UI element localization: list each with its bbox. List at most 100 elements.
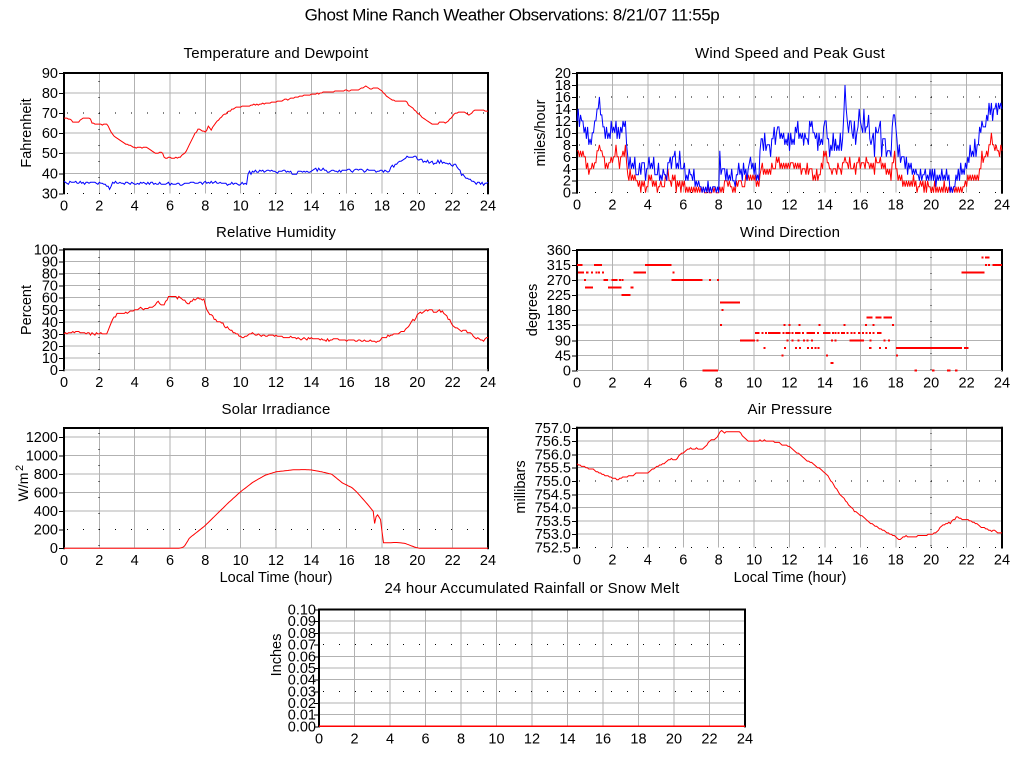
svg-text:45: 45 [555, 348, 571, 364]
svg-text:315: 315 [547, 258, 571, 274]
svg-text:0.09: 0.09 [288, 614, 316, 630]
svg-text:756.5: 756.5 [535, 434, 571, 450]
svg-text:14: 14 [303, 553, 319, 569]
svg-text:Relative Humidity: Relative Humidity [216, 224, 336, 241]
svg-text:2: 2 [608, 553, 616, 569]
svg-text:757.0: 757.0 [535, 421, 571, 437]
svg-text:22: 22 [445, 375, 461, 391]
svg-text:20: 20 [923, 198, 939, 214]
svg-text:600: 600 [34, 486, 58, 502]
svg-text:14: 14 [303, 375, 319, 391]
svg-text:0.00: 0.00 [288, 719, 316, 735]
svg-text:30: 30 [42, 327, 58, 343]
svg-text:12: 12 [268, 198, 284, 214]
svg-text:14: 14 [555, 102, 571, 118]
svg-text:8: 8 [715, 198, 723, 214]
svg-text:0.03: 0.03 [288, 684, 316, 700]
svg-text:50: 50 [42, 146, 58, 162]
svg-text:Wind Direction: Wind Direction [740, 224, 840, 241]
svg-text:4: 4 [644, 375, 652, 391]
svg-text:2: 2 [563, 174, 571, 190]
svg-text:70: 70 [42, 279, 58, 295]
svg-text:24: 24 [480, 375, 496, 391]
svg-text:24 hour Accumulated Rainfall o: 24 hour Accumulated Rainfall or Snow Mel… [384, 580, 680, 597]
svg-text:8: 8 [715, 375, 723, 391]
svg-text:miles/hour: miles/hour [533, 99, 549, 166]
svg-text:18: 18 [630, 731, 646, 747]
svg-text:100: 100 [34, 242, 58, 258]
svg-text:360: 360 [547, 243, 571, 259]
svg-text:2: 2 [95, 198, 103, 214]
svg-text:18: 18 [374, 375, 390, 391]
svg-text:10: 10 [555, 126, 571, 142]
svg-text:20: 20 [409, 198, 425, 214]
svg-text:2: 2 [350, 731, 358, 747]
svg-text:10: 10 [42, 351, 58, 367]
svg-text:12: 12 [268, 553, 284, 569]
svg-text:80: 80 [42, 266, 58, 282]
svg-text:24: 24 [994, 198, 1010, 214]
svg-text:0: 0 [315, 731, 323, 747]
svg-text:14: 14 [817, 553, 833, 569]
svg-text:16: 16 [339, 198, 355, 214]
svg-text:12: 12 [524, 731, 540, 747]
svg-text:24: 24 [480, 198, 496, 214]
svg-text:2: 2 [95, 375, 103, 391]
svg-text:14: 14 [817, 198, 833, 214]
svg-text:22: 22 [959, 553, 975, 569]
svg-text:754.0: 754.0 [535, 501, 571, 517]
svg-text:4: 4 [131, 375, 139, 391]
svg-text:2: 2 [95, 553, 103, 569]
svg-text:18: 18 [888, 198, 904, 214]
svg-text:millibars: millibars [513, 460, 529, 513]
svg-text:80: 80 [42, 86, 58, 102]
svg-text:90: 90 [42, 66, 58, 82]
svg-text:16: 16 [555, 90, 571, 106]
svg-text:20: 20 [923, 553, 939, 569]
svg-text:16: 16 [852, 553, 868, 569]
svg-text:755.0: 755.0 [535, 474, 571, 490]
svg-text:Wind Speed and Peak Gust: Wind Speed and Peak Gust [695, 45, 886, 62]
svg-text:18: 18 [374, 198, 390, 214]
svg-text:60: 60 [42, 291, 58, 307]
svg-text:800: 800 [34, 467, 58, 483]
svg-text:4: 4 [131, 553, 139, 569]
svg-text:12: 12 [268, 375, 284, 391]
svg-text:1000: 1000 [26, 449, 58, 465]
svg-text:0: 0 [50, 363, 58, 379]
svg-text:W/m: W/m [15, 473, 31, 502]
svg-text:0: 0 [60, 553, 68, 569]
svg-text:Temperature and Dewpoint: Temperature and Dewpoint [184, 45, 370, 62]
svg-text:6: 6 [679, 375, 687, 391]
svg-text:0: 0 [573, 198, 581, 214]
svg-text:6: 6 [679, 198, 687, 214]
svg-text:4: 4 [644, 198, 652, 214]
svg-text:8: 8 [201, 553, 209, 569]
svg-text:8: 8 [457, 731, 465, 747]
svg-text:753.0: 753.0 [535, 527, 571, 543]
svg-text:6: 6 [166, 198, 174, 214]
svg-text:Local Time (hour): Local Time (hour) [734, 570, 847, 586]
svg-text:0: 0 [60, 198, 68, 214]
svg-text:16: 16 [595, 731, 611, 747]
svg-text:0.07: 0.07 [288, 638, 316, 654]
svg-text:20: 20 [666, 731, 682, 747]
svg-text:Solar Irradiance: Solar Irradiance [221, 401, 330, 418]
svg-text:20: 20 [923, 375, 939, 391]
svg-text:0.01: 0.01 [288, 708, 316, 724]
svg-text:Percent: Percent [19, 285, 35, 335]
svg-text:10: 10 [488, 731, 504, 747]
svg-text:8: 8 [715, 553, 723, 569]
svg-text:0.04: 0.04 [288, 673, 316, 689]
svg-text:90: 90 [555, 333, 571, 349]
svg-text:14: 14 [559, 731, 575, 747]
svg-text:24: 24 [737, 731, 753, 747]
svg-text:18: 18 [888, 375, 904, 391]
svg-text:16: 16 [339, 375, 355, 391]
svg-text:180: 180 [547, 303, 571, 319]
svg-text:22: 22 [445, 553, 461, 569]
svg-text:10: 10 [233, 375, 249, 391]
svg-text:10: 10 [233, 198, 249, 214]
svg-text:756.0: 756.0 [535, 447, 571, 463]
svg-text:2: 2 [608, 375, 616, 391]
